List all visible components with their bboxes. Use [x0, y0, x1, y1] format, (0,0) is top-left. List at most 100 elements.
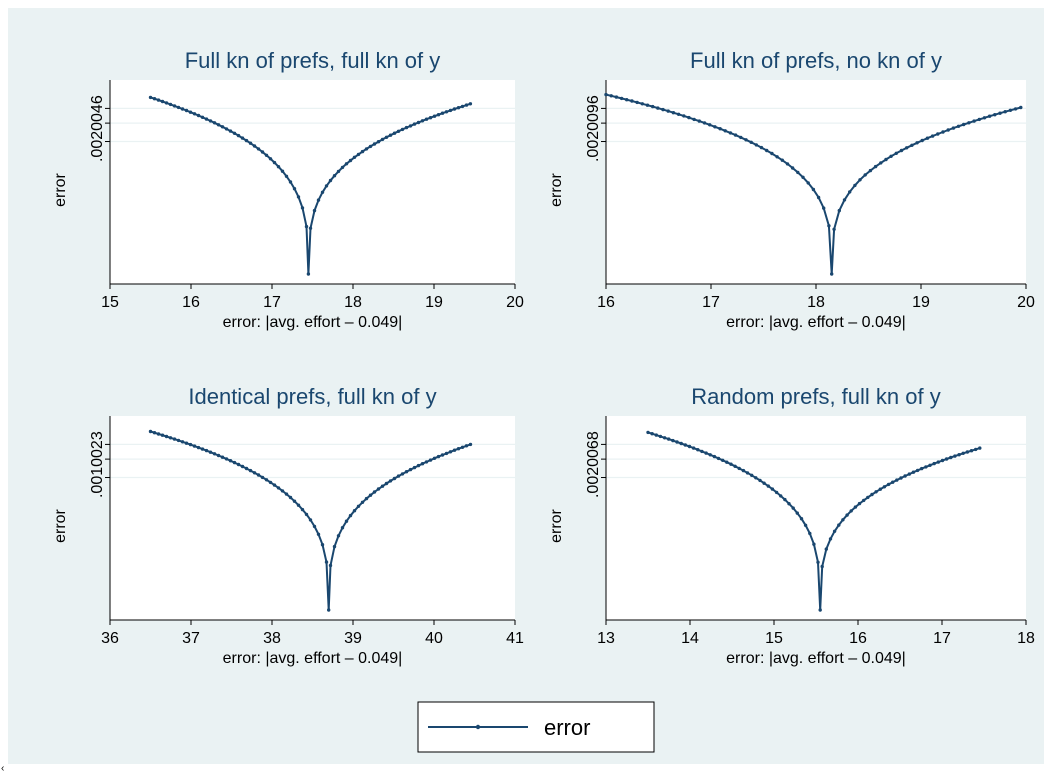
series-line-error: [150, 430, 471, 611]
data-point: [700, 449, 704, 454]
data-point: [456, 447, 461, 451]
data-point: [725, 460, 729, 464]
data-point: [384, 135, 389, 139]
data-point: [712, 454, 717, 459]
y-axis-label: error: [548, 172, 565, 206]
data-point: [276, 165, 281, 169]
data-point: [296, 503, 301, 507]
data-point: [156, 432, 161, 436]
data-point: [609, 94, 613, 98]
data-point: [687, 444, 692, 449]
data-point: [148, 429, 153, 434]
data-point: [176, 105, 181, 110]
data-point: [328, 178, 333, 183]
data-point: [635, 100, 639, 105]
x-axis-label: error: |avg. effort – 0.049|: [223, 314, 403, 331]
data-point: [697, 119, 701, 123]
data-point: [344, 162, 349, 166]
data-point: [956, 124, 961, 128]
data-point: [192, 112, 197, 116]
data-point: [156, 98, 161, 102]
y-tick-label: .0020046: [89, 95, 106, 162]
series-line-error: [647, 431, 981, 611]
data-point: [941, 130, 945, 134]
data-point: [392, 476, 397, 481]
data-point: [915, 468, 920, 473]
data-point: [822, 206, 826, 210]
data-point: [256, 147, 261, 151]
legend-label: error: [544, 715, 590, 740]
data-point: [352, 155, 357, 159]
data-point: [671, 438, 675, 443]
x-axis-label: error: |avg. effort – 0.049|: [726, 314, 906, 331]
data-point: [400, 127, 405, 132]
data-point: [280, 489, 285, 493]
data-point: [857, 501, 862, 506]
data-point: [675, 440, 679, 444]
panel-2: .0020096 16 17 18 19 20 Full kn of prefs, no k…: [548, 48, 1035, 331]
x-tick-label: 16: [597, 294, 615, 311]
data-point: [188, 442, 193, 447]
data-point: [320, 543, 325, 547]
y-axis-label: error: [52, 172, 69, 206]
data-point: [212, 452, 217, 456]
data-point: [360, 149, 365, 154]
data-point: [408, 467, 413, 472]
data-point: [770, 151, 774, 156]
data-point: [791, 506, 795, 510]
data-point: [754, 476, 758, 480]
data-point: [818, 608, 822, 612]
data-point: [873, 164, 878, 169]
data-point: [676, 112, 681, 117]
panel-title: Full kn of prefs, no kn of y: [690, 48, 942, 73]
data-point: [946, 128, 950, 132]
legend: error: [417, 701, 655, 753]
data-point: [841, 518, 845, 522]
data-point: [452, 448, 457, 452]
data-point: [774, 490, 779, 495]
data-point: [1008, 108, 1013, 113]
data-point: [336, 169, 341, 174]
data-point: [252, 471, 257, 475]
data-point: [396, 474, 401, 478]
data-point: [878, 487, 882, 491]
data-point: [827, 224, 831, 228]
data-point: [967, 121, 971, 125]
data-point: [436, 454, 441, 459]
data-point: [200, 115, 205, 120]
data-point: [795, 511, 799, 515]
data-point: [998, 111, 1002, 115]
data-point: [679, 441, 683, 446]
data-point: [404, 470, 409, 474]
data-point: [766, 484, 770, 488]
data-point: [428, 458, 433, 462]
y-tick-label: .0020096: [585, 95, 602, 162]
data-point: [905, 146, 909, 150]
data-point: [372, 490, 377, 494]
data-point: [741, 468, 746, 473]
data-point: [300, 206, 305, 210]
x-tick-label: 18: [344, 294, 362, 311]
data-point: [404, 125, 409, 130]
data-point: [168, 436, 173, 440]
data-point: [360, 500, 365, 504]
data-point: [803, 523, 808, 527]
data-point: [993, 113, 997, 117]
data-point: [987, 114, 992, 118]
data-point: [292, 187, 297, 191]
legend-marker: [475, 724, 481, 730]
data-point: [801, 175, 805, 179]
data-point: [332, 174, 337, 178]
data-point: [468, 102, 473, 106]
data-point: [304, 224, 309, 229]
data-point: [448, 450, 453, 454]
data-point: [224, 457, 229, 461]
data-point: [308, 518, 313, 522]
data-point: [759, 145, 764, 150]
data-point: [180, 107, 185, 111]
data-point: [733, 464, 737, 468]
data-point: [733, 133, 738, 137]
data-point: [372, 142, 377, 146]
x-tick-label: 16: [849, 630, 867, 647]
